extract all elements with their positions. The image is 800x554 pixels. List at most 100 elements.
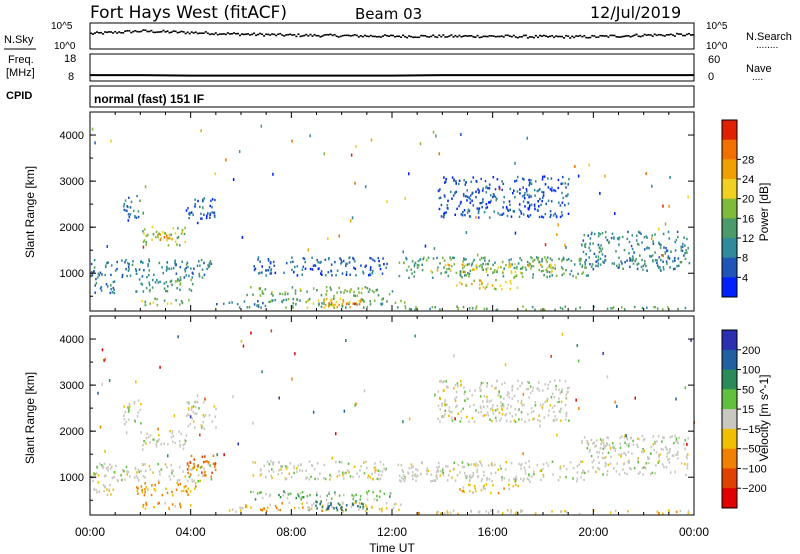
power-pixel — [149, 302, 151, 305]
velocity-pixel — [674, 434, 676, 438]
power-pixel — [513, 276, 515, 279]
velocity-pixel — [676, 453, 679, 456]
velocity-pixel — [97, 481, 100, 484]
power-pixel — [260, 306, 262, 309]
velocity-pixel — [514, 478, 517, 481]
noise-point — [100, 31, 103, 34]
power-pixel — [491, 284, 494, 287]
power-pixel — [641, 306, 644, 310]
noise-point — [349, 35, 352, 37]
power-pixel — [523, 194, 526, 197]
power-pixel — [339, 297, 342, 300]
velocity-pixel — [281, 465, 283, 468]
power-pixel — [554, 264, 556, 267]
power-pixel — [164, 232, 166, 235]
velocity-ytick-label: 3000 — [60, 380, 84, 392]
power-pixel — [542, 194, 545, 197]
power-pixel — [668, 237, 671, 240]
velocity-pixel — [169, 430, 171, 433]
power-pixel — [148, 269, 151, 272]
power-pixel — [624, 261, 626, 264]
velocity-pixel — [671, 435, 673, 438]
velocity-pixel — [163, 442, 165, 445]
velocity-pixel — [325, 508, 327, 512]
velocity-pixel — [322, 504, 324, 507]
velocity-pixel — [502, 405, 505, 408]
power-pixel — [438, 207, 441, 211]
velocity-pixel — [250, 506, 252, 509]
velocity-pixel — [501, 383, 503, 386]
power-pixel — [475, 190, 477, 193]
power-pixel — [485, 270, 488, 273]
power-pixel — [495, 279, 497, 282]
velocity-pixel — [376, 477, 379, 481]
velocity-pixel — [559, 419, 562, 422]
velocity-pixel — [126, 470, 128, 473]
power-pixel — [269, 300, 271, 303]
velocity-pixel — [470, 476, 472, 479]
power-pixel — [628, 252, 630, 255]
power-pixel — [354, 294, 357, 298]
power-region — [135, 278, 194, 293]
velocity-pixel — [658, 459, 660, 463]
velocity-pixel — [485, 413, 487, 417]
velocity-region — [123, 399, 142, 426]
velocity-pixel — [447, 386, 449, 389]
velocity-pixel — [677, 457, 679, 460]
velocity-pixel — [250, 490, 252, 494]
velocity-pixel — [245, 504, 247, 507]
power-pixel — [353, 260, 356, 263]
power-pixel — [123, 202, 126, 206]
velocity-pixel — [153, 505, 155, 509]
power-pixel — [630, 244, 633, 248]
power-region — [306, 297, 363, 309]
velocity-scatter — [454, 417, 456, 421]
velocity-pixel — [228, 509, 231, 512]
power-pixel — [342, 299, 344, 302]
power-scatter — [408, 172, 410, 176]
power-pixel — [336, 269, 339, 272]
velocity-pixel — [488, 511, 490, 514]
velocity-pixel — [106, 488, 108, 491]
power-pixel — [464, 274, 466, 277]
power-pixel — [156, 298, 158, 301]
velocity-pixel — [381, 470, 384, 473]
velocity-pixel — [288, 492, 290, 495]
power-pixel — [259, 287, 261, 290]
velocity-pixel — [140, 431, 142, 434]
velocity-pixel — [538, 389, 541, 392]
velocity-ytick-label: 2000 — [60, 426, 84, 438]
noise-point — [277, 33, 280, 35]
velocity-pixel — [150, 493, 153, 497]
power-pixel — [530, 256, 532, 259]
power-pixel — [535, 256, 538, 259]
velocity-pixel — [305, 477, 307, 480]
noise-point — [649, 34, 652, 36]
velocity-pixel — [556, 418, 558, 421]
power-pixel — [408, 265, 410, 268]
power-pixel — [316, 258, 318, 262]
velocity-pixel — [482, 400, 484, 403]
velocity-pixel — [662, 463, 664, 466]
velocity-pixel — [172, 469, 174, 472]
power-pixel — [377, 294, 380, 297]
power-pixel — [145, 234, 148, 237]
velocity-pixel — [129, 475, 131, 478]
noise-point — [436, 36, 439, 39]
power-pixel — [527, 214, 529, 217]
velocity-pixel — [336, 475, 339, 478]
power-pixel — [134, 268, 137, 271]
power-pixel — [667, 230, 670, 234]
velocity-pixel — [558, 409, 561, 413]
power-scatter — [323, 152, 325, 156]
velocity-pixel — [158, 481, 160, 484]
power-pixel — [478, 265, 481, 268]
power-pixel — [128, 215, 131, 219]
power-pixel — [320, 294, 323, 297]
power-scatter — [475, 215, 477, 219]
power-pixel — [124, 261, 126, 264]
power-pixel — [135, 216, 138, 219]
power-pixel — [179, 265, 182, 269]
power-pixel — [200, 217, 202, 220]
velocity-scatter — [177, 335, 179, 339]
